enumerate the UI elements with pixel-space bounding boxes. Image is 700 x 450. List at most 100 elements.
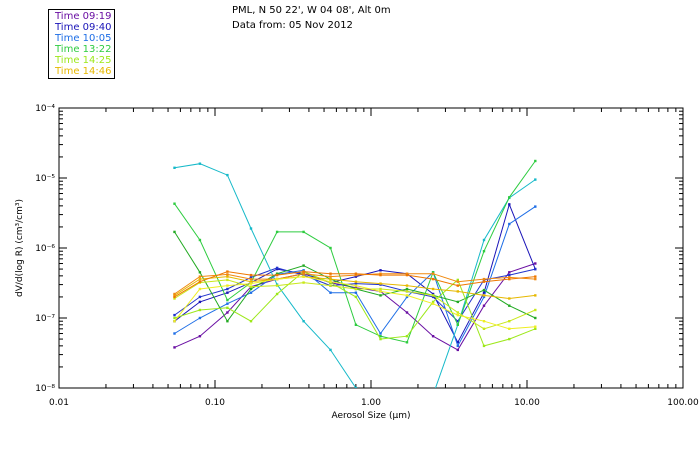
series-point [534, 205, 537, 208]
series-point [379, 332, 382, 335]
series-point [329, 272, 332, 275]
series-point [302, 273, 305, 277]
plot-frame [58, 107, 684, 389]
series-point [379, 294, 382, 297]
series-point [302, 270, 305, 273]
series-point [249, 285, 253, 288]
series-point [379, 273, 382, 277]
series-point [173, 313, 176, 317]
series-point [302, 230, 305, 234]
series-point [275, 284, 279, 287]
series-point [431, 302, 435, 305]
x-tick-label: 100.00 [667, 398, 699, 408]
series-point [482, 327, 486, 330]
series-point [249, 282, 253, 285]
series-point [275, 292, 279, 296]
series-point [275, 273, 279, 277]
series-point [432, 394, 434, 396]
series-point [249, 276, 253, 279]
axis-ticks: 0.01 0.10 1.00 10.00 100.00 10⁻⁴ 10⁻⁵ 10⁻⁶ 10⁻⁷ 1… [35, 104, 699, 408]
series-point [226, 311, 229, 314]
series-point [456, 344, 459, 348]
series-point [275, 272, 279, 275]
y-axis-label: dV/d(log R) (cm³/cm³) [15, 199, 25, 297]
series-point [431, 294, 435, 297]
series-point [405, 295, 409, 299]
series-point [379, 282, 382, 285]
series-point [226, 173, 229, 177]
series-point [249, 273, 253, 277]
legend-item: Time 09:19 [55, 11, 112, 22]
series-point [508, 277, 511, 281]
series-point [405, 311, 409, 314]
series-point [379, 337, 382, 341]
series-point [508, 222, 511, 226]
series-point [508, 196, 511, 199]
series-point [508, 320, 511, 323]
series-point [329, 291, 332, 294]
series-point [482, 288, 486, 292]
series-point [534, 262, 537, 265]
series-point [456, 311, 459, 314]
series-point [198, 280, 202, 283]
series-point [354, 284, 358, 287]
series-point [405, 273, 409, 277]
legend-box: Time 09:19 Time 09:40 Time 10:05 Time 13:22… [48, 9, 115, 79]
series-point [508, 297, 511, 300]
series-point [508, 203, 511, 206]
series-point [173, 346, 176, 349]
series-point [249, 291, 253, 294]
series-point [249, 320, 253, 323]
series-point [534, 327, 537, 330]
series-point [198, 271, 202, 274]
x-tick-label: 0.01 [49, 398, 69, 408]
series-point [173, 297, 176, 300]
series-point [173, 316, 176, 320]
series-point [302, 281, 305, 284]
series-point [198, 308, 202, 312]
legend-item: Time 14:46 [55, 66, 112, 77]
series-point [405, 272, 409, 275]
series-point [482, 280, 486, 283]
series-point [508, 276, 511, 279]
series-point [456, 290, 459, 293]
series-point [173, 332, 176, 335]
series-point [275, 277, 279, 281]
series-point [198, 287, 202, 291]
series-point [226, 320, 229, 323]
series-point [173, 230, 176, 234]
series-point [431, 272, 435, 275]
series-point [431, 295, 435, 299]
series-point [405, 290, 409, 293]
series-point [482, 294, 486, 297]
series-point [354, 280, 358, 283]
series-point [329, 348, 332, 352]
series-point [173, 320, 176, 323]
series-point [405, 294, 409, 297]
series-point [405, 341, 409, 344]
legend-item: Time 13:22 [55, 44, 112, 55]
series-point [482, 250, 486, 253]
y-tick-label: 10⁻⁵ [35, 174, 55, 184]
series-point [329, 277, 332, 281]
series-point [534, 267, 537, 271]
series-point [302, 320, 305, 323]
series-point [534, 159, 537, 163]
series-point [534, 325, 537, 328]
series-point [249, 280, 253, 283]
series-point [329, 275, 332, 278]
series-point [482, 320, 486, 323]
y-tick-label: 10⁻⁷ [35, 314, 55, 324]
series-point [173, 292, 176, 296]
legend-item: Time 09:40 [55, 22, 112, 33]
series-point [534, 277, 537, 281]
series-point [431, 292, 435, 296]
series-point [431, 271, 435, 274]
series-point [354, 272, 358, 275]
series-point [482, 277, 486, 281]
series-point [405, 287, 409, 291]
series-point [456, 284, 459, 287]
series-point [534, 308, 537, 312]
legend-item: Time 14:25 [55, 55, 112, 66]
